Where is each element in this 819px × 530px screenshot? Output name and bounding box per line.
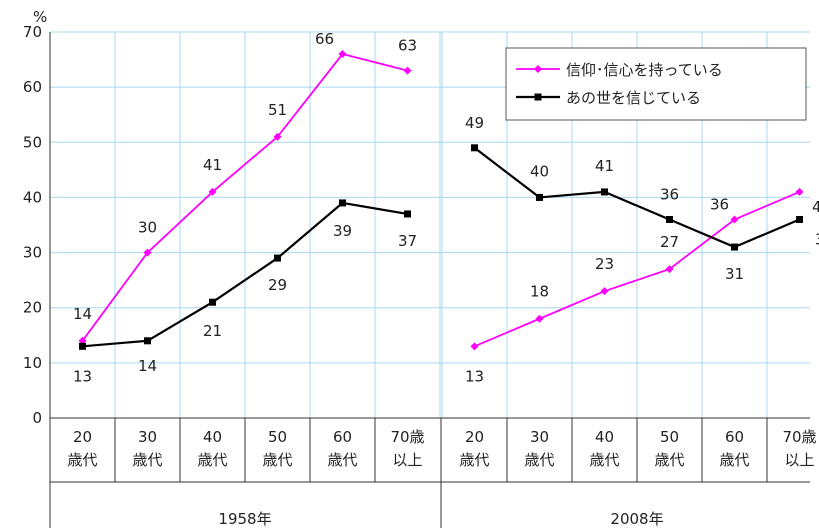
y-tick-label: 20 bbox=[23, 299, 42, 317]
data-label: 41 bbox=[595, 157, 614, 175]
data-label: 13 bbox=[465, 367, 484, 385]
data-point-faith bbox=[470, 342, 479, 351]
data-label: 29 bbox=[268, 276, 287, 294]
data-label: 66 bbox=[315, 30, 334, 48]
data-point-afterlife bbox=[404, 210, 411, 218]
data-label: 31 bbox=[725, 265, 744, 283]
group-label: 1958年 bbox=[218, 510, 271, 528]
x-tick-label: 歳代 bbox=[132, 451, 162, 469]
data-label: 13 bbox=[73, 367, 92, 385]
legend-label-faith: 信仰･信心を持っている bbox=[566, 61, 723, 79]
data-point-afterlife bbox=[144, 337, 151, 345]
data-point-afterlife bbox=[209, 298, 216, 306]
x-tick-label: 以上 bbox=[784, 451, 814, 469]
series bbox=[78, 50, 804, 351]
legend-label-afterlife: あの世を信じている bbox=[566, 89, 701, 107]
data-label: 37 bbox=[398, 232, 417, 250]
x-tick-label: 50 bbox=[268, 428, 287, 446]
legend-box bbox=[505, 47, 807, 121]
data-label: 14 bbox=[73, 305, 92, 323]
y-tick-label: 0 bbox=[32, 409, 42, 427]
data-point-faith bbox=[338, 50, 347, 59]
x-tick-label: 60 bbox=[725, 428, 744, 446]
x-tick-label: 20 bbox=[73, 428, 92, 446]
data-label: 27 bbox=[660, 233, 679, 251]
data-label: 39 bbox=[333, 222, 352, 240]
data-point-faith bbox=[208, 187, 217, 196]
y-tick-label: 60 bbox=[23, 78, 42, 96]
data-point-faith bbox=[665, 265, 674, 274]
data-point-afterlife bbox=[731, 243, 738, 251]
x-tick-label: 歳代 bbox=[327, 451, 357, 469]
y-tick-label: 10 bbox=[23, 354, 42, 372]
data-point-faith bbox=[143, 248, 152, 257]
x-tick-label: 50 bbox=[660, 428, 679, 446]
x-tick-label: 歳代 bbox=[67, 451, 97, 469]
series-line-afterlife bbox=[82, 201, 408, 348]
data-point-faith bbox=[78, 336, 87, 345]
data-label: 30 bbox=[138, 219, 157, 237]
data-point-faith bbox=[403, 66, 412, 75]
data-point-afterlife bbox=[274, 254, 281, 262]
data-label: 41 bbox=[203, 156, 222, 174]
data-label: 36 bbox=[660, 185, 679, 203]
data-labels: 14 30 41 51 66 63 13 18 23 27 36 41 13 14 21 29 39 37 49 40… bbox=[73, 30, 819, 385]
data-label: 63 bbox=[398, 37, 417, 55]
x-tick-label: 70歳 bbox=[390, 428, 424, 446]
data-label: 41 bbox=[812, 198, 819, 216]
data-point-afterlife bbox=[796, 215, 803, 223]
data-point-afterlife bbox=[666, 215, 673, 223]
data-label: 49 bbox=[465, 114, 484, 132]
data-point-faith bbox=[600, 287, 609, 296]
legend-marker bbox=[534, 93, 542, 101]
x-tick-label: 30 bbox=[138, 428, 157, 446]
data-point-afterlife bbox=[339, 199, 346, 207]
x-tick-label: 以上 bbox=[392, 451, 422, 469]
x-tick-label: 歳代 bbox=[654, 451, 684, 469]
x-tick-label: 70歳 bbox=[782, 428, 816, 446]
x-tick-label: 歳代 bbox=[589, 451, 619, 469]
data-label: 18 bbox=[530, 283, 549, 301]
data-label: 21 bbox=[203, 322, 222, 340]
group-label: 2008年 bbox=[610, 510, 663, 528]
data-point-afterlife bbox=[601, 188, 608, 196]
x-tick-label: 歳代 bbox=[524, 451, 554, 469]
data-label: 14 bbox=[138, 357, 157, 375]
data-label: 23 bbox=[595, 255, 614, 273]
x-tick-label: 歳代 bbox=[459, 451, 489, 469]
x-tick-label: 歳代 bbox=[719, 451, 749, 469]
data-label: 36 bbox=[710, 195, 729, 213]
x-tick-label: 20 bbox=[465, 428, 484, 446]
y-unit-label: % bbox=[33, 8, 47, 26]
axes: 0 10 20 30 40 50 60 70% 20 歳代 30 歳代 40 歳代 50 歳代 60 歳代 70歳以… bbox=[23, 8, 817, 528]
series-line-afterlife bbox=[473, 146, 800, 249]
data-point-faith bbox=[795, 187, 804, 196]
data-label: 40 bbox=[530, 162, 549, 180]
x-tick-label: 60 bbox=[333, 428, 352, 446]
legend-marker bbox=[534, 65, 542, 73]
x-tick-label: 歳代 bbox=[262, 451, 292, 469]
data-point-faith bbox=[535, 314, 544, 323]
data-label: 51 bbox=[268, 101, 287, 119]
y-tick-label: 70 bbox=[23, 23, 42, 41]
y-tick-label: 50 bbox=[23, 133, 42, 151]
x-tick-label: 30 bbox=[530, 428, 549, 446]
y-tick-label: 40 bbox=[23, 188, 42, 206]
series-line-faith bbox=[81, 53, 408, 342]
data-point-afterlife bbox=[79, 342, 86, 350]
data-label: 36 bbox=[815, 230, 819, 248]
data-point-afterlife bbox=[471, 144, 478, 152]
x-tick-label: 歳代 bbox=[197, 451, 227, 469]
y-tick-label: 30 bbox=[23, 244, 42, 262]
x-tick-label: 40 bbox=[595, 428, 614, 446]
x-tick-label: 40 bbox=[203, 428, 222, 446]
data-point-afterlife bbox=[536, 193, 543, 201]
series-line-faith bbox=[474, 191, 800, 348]
data-point-faith bbox=[273, 132, 282, 141]
data-point-faith bbox=[730, 215, 739, 224]
